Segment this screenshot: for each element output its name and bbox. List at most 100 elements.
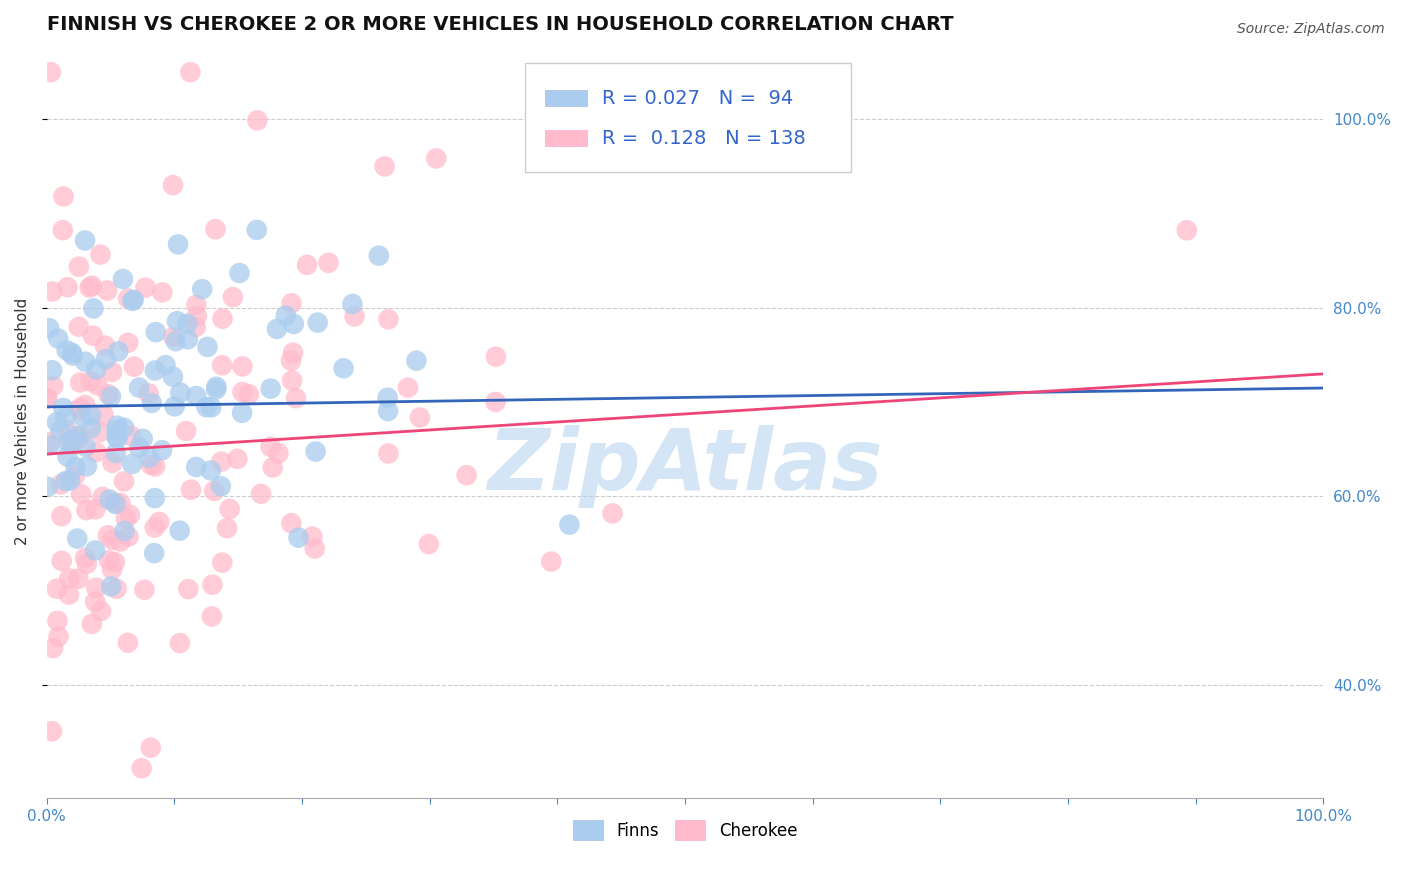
Point — [122, 359, 145, 374]
Point — [301, 530, 323, 544]
Point — [69, 401, 91, 415]
Point — [67, 572, 90, 586]
Point — [117, 530, 139, 544]
Point — [37, 392, 59, 406]
Point — [138, 386, 160, 401]
Point — [169, 636, 191, 650]
Point — [104, 555, 127, 569]
Point — [84, 595, 107, 609]
Point — [111, 272, 134, 286]
Point — [65, 460, 87, 475]
Point — [89, 425, 111, 439]
Point — [66, 532, 89, 546]
Point — [179, 65, 201, 79]
Point — [205, 382, 228, 396]
Point — [201, 577, 224, 591]
Point — [281, 345, 304, 359]
Point — [162, 178, 184, 193]
Point — [42, 379, 65, 393]
Point — [191, 282, 214, 296]
Point — [91, 490, 114, 504]
Point — [287, 531, 309, 545]
Point — [141, 458, 163, 472]
Point — [377, 312, 399, 326]
Point — [280, 296, 302, 310]
Point — [49, 477, 72, 491]
Point — [84, 362, 107, 376]
Point — [107, 344, 129, 359]
Point — [114, 511, 136, 525]
Point — [45, 582, 67, 596]
Point — [37, 480, 59, 494]
Point — [169, 524, 191, 538]
Point — [332, 361, 354, 376]
Point — [65, 429, 87, 443]
Point — [318, 256, 340, 270]
Point — [117, 292, 139, 306]
Point — [94, 352, 117, 367]
Point — [377, 446, 399, 460]
Point — [246, 223, 269, 237]
Point — [76, 459, 98, 474]
Point — [162, 330, 184, 344]
Point — [112, 475, 135, 489]
Point — [110, 496, 132, 510]
Point — [222, 290, 245, 304]
Point — [162, 369, 184, 384]
Point — [101, 533, 124, 547]
Point — [377, 404, 399, 418]
Point — [75, 398, 97, 412]
Point — [104, 446, 127, 460]
Point — [209, 479, 232, 493]
Point — [280, 516, 302, 530]
Point — [139, 740, 162, 755]
Point — [200, 401, 222, 415]
Text: ZipAtlas: ZipAtlas — [488, 425, 883, 508]
Point — [98, 492, 121, 507]
Point — [86, 378, 108, 392]
Point — [82, 301, 104, 316]
Point — [105, 418, 128, 433]
Point — [231, 359, 253, 374]
Point — [56, 450, 79, 464]
Point — [52, 401, 75, 415]
Point — [75, 503, 97, 517]
Point — [101, 456, 124, 470]
Point — [602, 507, 624, 521]
Point — [70, 429, 93, 443]
Point — [56, 434, 79, 449]
Point — [177, 582, 200, 596]
Point — [166, 314, 188, 328]
Point — [200, 463, 222, 477]
Point — [73, 234, 96, 248]
Point — [114, 524, 136, 538]
Text: Source: ZipAtlas.com: Source: ZipAtlas.com — [1237, 22, 1385, 37]
Point — [79, 280, 101, 294]
Point — [165, 334, 187, 349]
Point — [558, 517, 581, 532]
Point — [94, 339, 117, 353]
Point — [150, 285, 173, 300]
Point — [343, 310, 366, 324]
Point — [163, 400, 186, 414]
Point — [259, 440, 281, 454]
Point — [38, 435, 60, 450]
FancyBboxPatch shape — [526, 62, 851, 172]
Point — [117, 636, 139, 650]
Point — [484, 395, 506, 409]
Point — [82, 328, 104, 343]
Point — [117, 335, 139, 350]
Point — [131, 761, 153, 775]
Point — [46, 614, 69, 628]
Point — [35, 391, 58, 405]
Point — [97, 528, 120, 542]
Point — [118, 508, 141, 522]
Point — [84, 502, 107, 516]
Point — [307, 316, 329, 330]
Point — [55, 474, 77, 488]
Point — [41, 363, 63, 377]
Point — [201, 609, 224, 624]
Text: R = 0.027   N =  94: R = 0.027 N = 94 — [602, 88, 793, 108]
Point — [281, 374, 304, 388]
Point — [176, 317, 198, 331]
